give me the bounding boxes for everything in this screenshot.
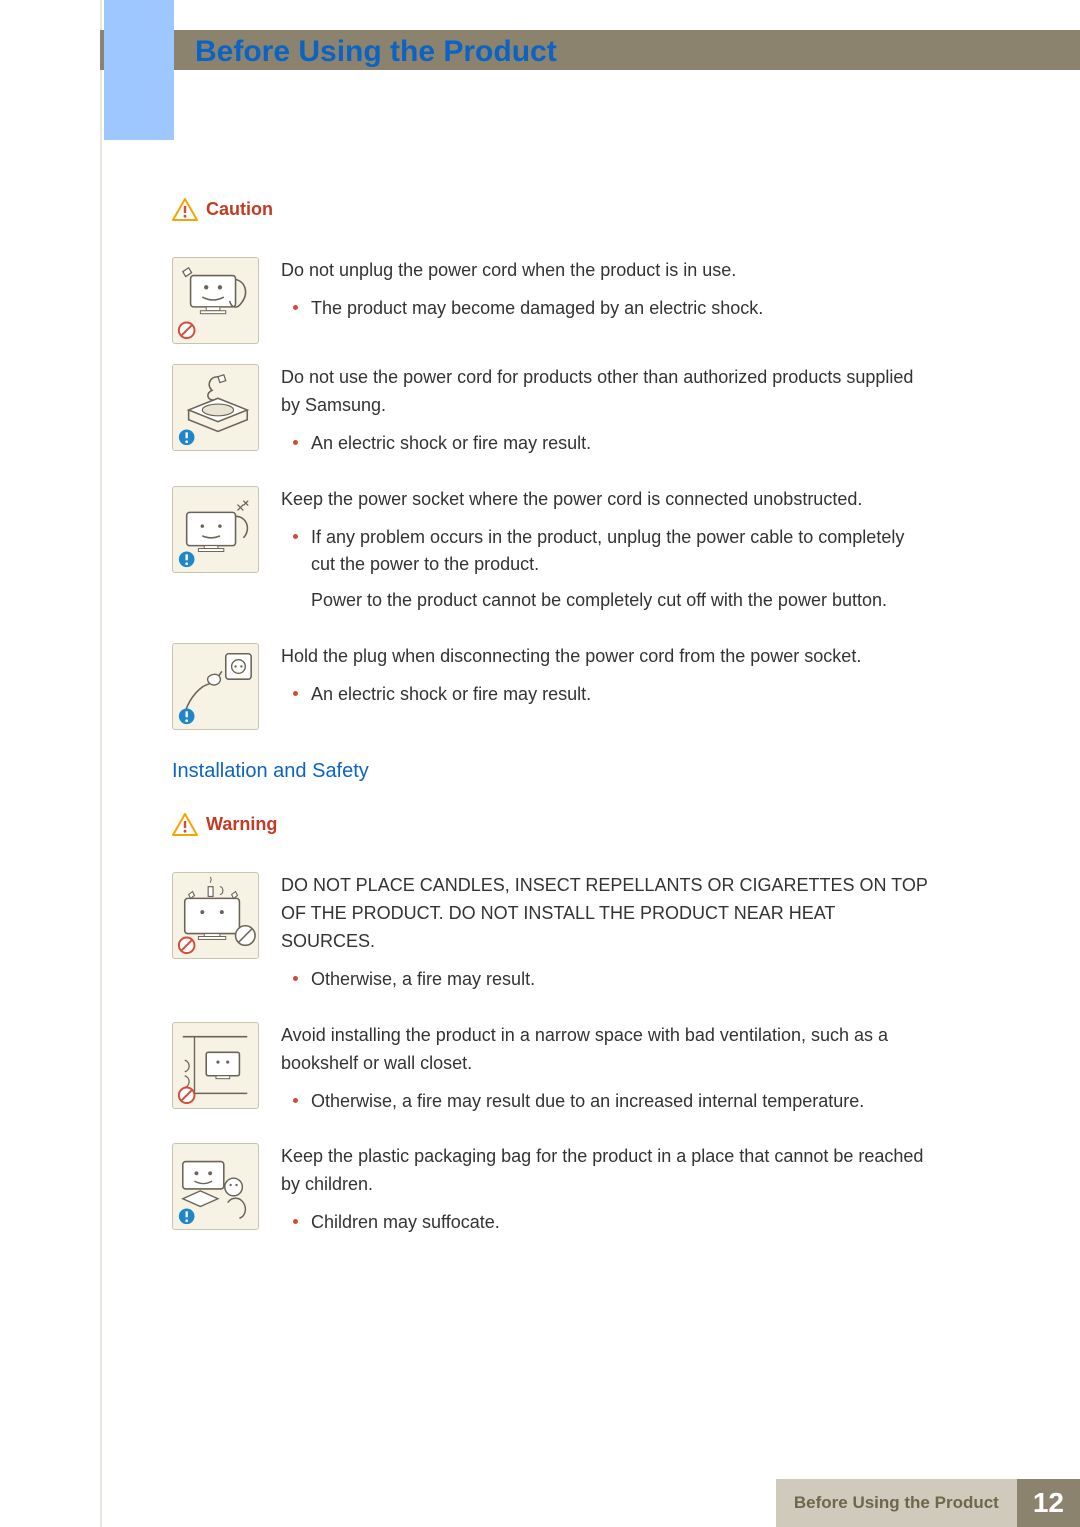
safety-bullet: Power to the product cannot be completel… (311, 587, 932, 615)
safety-thumb-icon (172, 257, 259, 344)
safety-text: DO NOT PLACE CANDLES, INSECT REPELLANTS … (281, 872, 932, 1002)
content-region: Caution Do not unplug the power cord whe… (172, 198, 932, 1265)
safety-item: Do not use the power cord for products o… (172, 364, 932, 466)
safety-bullets: An electric shock or fire may result. (281, 681, 932, 709)
page-title: Before Using the Product (195, 35, 557, 69)
safety-bullet: Otherwise, a fire may result due to an i… (311, 1088, 932, 1116)
safety-thumb-icon (172, 872, 259, 959)
safety-text: Hold the plug when disconnecting the pow… (281, 643, 932, 730)
footer-section-label: Before Using the Product (776, 1479, 1017, 1527)
warning-label: Warning (206, 814, 277, 835)
safety-item: DO NOT PLACE CANDLES, INSECT REPELLANTS … (172, 872, 932, 1002)
safety-lead: Do not use the power cord for products o… (281, 364, 932, 420)
footer: Before Using the Product 12 (100, 1479, 1080, 1527)
safety-item: Hold the plug when disconnecting the pow… (172, 643, 932, 730)
safety-thumb-icon (172, 364, 259, 451)
caution-label: Caution (206, 199, 273, 220)
safety-bullet: An electric shock or fire may result. (311, 681, 932, 709)
warning-triangle-icon (172, 813, 198, 836)
safety-bullets: Children may suffocate. (281, 1209, 932, 1237)
safety-bullets: An electric shock or fire may result. (281, 430, 932, 458)
safety-lead: DO NOT PLACE CANDLES, INSECT REPELLANTS … (281, 872, 932, 956)
section-installation-title: Installation and Safety (172, 760, 932, 783)
safety-bullets: The product may become damaged by an ele… (281, 295, 932, 323)
safety-text: Do not use the power cord for products o… (281, 364, 932, 466)
safety-lead: Avoid installing the product in a narrow… (281, 1022, 932, 1078)
caution-items: Do not unplug the power cord when the pr… (172, 257, 932, 730)
side-tab (104, 0, 174, 140)
safety-bullet: Children may suffocate. (311, 1209, 932, 1237)
safety-bullet: An electric shock or fire may result. (311, 430, 932, 458)
safety-lead: Keep the power socket where the power co… (281, 486, 932, 514)
safety-text: Keep the plastic packaging bag for the p… (281, 1143, 932, 1245)
safety-text: Avoid installing the product in a narrow… (281, 1022, 932, 1124)
safety-bullet: Otherwise, a fire may result. (311, 966, 932, 994)
caution-heading: Caution (172, 198, 932, 221)
safety-lead: Keep the plastic packaging bag for the p… (281, 1143, 932, 1199)
safety-item: Keep the power socket where the power co… (172, 486, 932, 624)
safety-bullets: Otherwise, a fire may result. (281, 966, 932, 994)
safety-lead: Hold the plug when disconnecting the pow… (281, 643, 932, 671)
warning-heading: Warning (172, 813, 932, 836)
safety-thumb-icon (172, 643, 259, 730)
left-rule (100, 0, 102, 1527)
safety-item: Keep the plastic packaging bag for the p… (172, 1143, 932, 1245)
safety-bullet: If any problem occurs in the product, un… (311, 524, 932, 580)
safety-bullets: Otherwise, a fire may result due to an i… (281, 1088, 932, 1116)
safety-text: Keep the power socket where the power co… (281, 486, 932, 624)
safety-lead: Do not unplug the power cord when the pr… (281, 257, 932, 285)
safety-bullets: If any problem occurs in the product, un… (281, 524, 932, 616)
safety-item: Avoid installing the product in a narrow… (172, 1022, 932, 1124)
safety-thumb-icon (172, 486, 259, 573)
safety-bullet: The product may become damaged by an ele… (311, 295, 932, 323)
safety-thumb-icon (172, 1143, 259, 1230)
caution-triangle-icon (172, 198, 198, 221)
safety-item: Do not unplug the power cord when the pr… (172, 257, 932, 344)
safety-thumb-icon (172, 1022, 259, 1109)
safety-text: Do not unplug the power cord when the pr… (281, 257, 932, 344)
footer-page-number: 12 (1017, 1479, 1080, 1527)
warning-items: DO NOT PLACE CANDLES, INSECT REPELLANTS … (172, 872, 932, 1245)
